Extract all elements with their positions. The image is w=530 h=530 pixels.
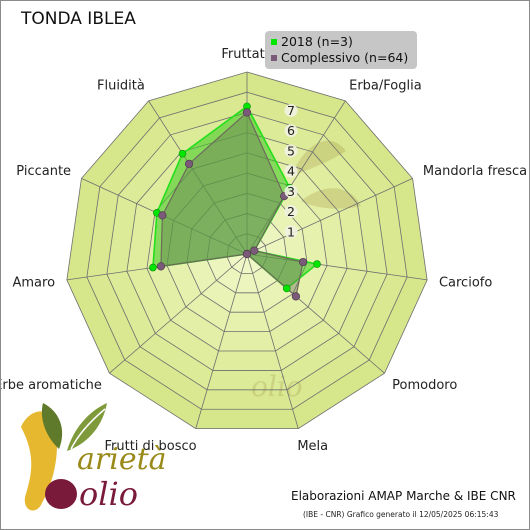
legend-label-2018: 2018 (n=3): [281, 34, 353, 49]
series-1-point-9: [158, 211, 167, 220]
varieta-olio-logo: arietà olio: [21, 403, 167, 513]
tick-label-2: 2: [287, 204, 295, 219]
series-1-point-10: [184, 159, 194, 168]
axis-label-4: Pomodoro: [392, 378, 457, 393]
axis-label-7: Erbe aromatiche: [1, 378, 102, 393]
radar-spoke-2: [246, 178, 413, 255]
radar-spoke-6: [195, 253, 248, 429]
legend: 2018 (n=3) Complessivo (n=64): [265, 31, 417, 69]
tick-bg-7: [284, 103, 298, 117]
series-1-point-8: [156, 262, 166, 271]
axis-label-5: Mela: [297, 439, 328, 454]
legend-marker-complessivo: [271, 55, 277, 61]
tick-label-1: 1: [287, 224, 295, 239]
tick-bg-2: [284, 205, 298, 219]
logo-text-top: arietà: [77, 442, 167, 477]
series-1-point-0: [242, 108, 252, 117]
series-area-1: [160, 111, 304, 298]
credit-text: Elaborazioni AMAP Marche & IBE CNR: [291, 489, 516, 503]
series-1-point-7: [242, 249, 252, 259]
tick-label-4: 4: [287, 164, 295, 179]
tick-label-3: 3: [287, 184, 295, 199]
series-0-point-10: [178, 149, 187, 158]
series-0-point-3: [313, 260, 321, 268]
radar-series: [149, 102, 321, 301]
series-1-point-4: [291, 292, 301, 301]
tick-label-7: 7: [287, 103, 295, 118]
series-0-point-4: [282, 284, 291, 293]
legend-item-2018: 2018 (n=3): [271, 34, 353, 50]
legend-marker-2018: [271, 39, 277, 45]
logo-olive: [45, 479, 77, 509]
logo-leaf-left: [41, 403, 63, 449]
radar-ring-9: [66, 71, 428, 430]
generated-note: (IBE - CNR) Grafico generato il 12/05/20…: [303, 510, 499, 519]
radar-ring-8: [86, 91, 408, 410]
legend-item-complessivo: Complessivo (n=64): [271, 50, 408, 66]
axis-label-1: Erba/Foglia: [349, 79, 422, 94]
tick-label-6: 6: [287, 123, 295, 138]
tick-bg-4: [284, 164, 298, 178]
axis-label-10: Fluidità: [97, 79, 145, 94]
axis-label-6: Frutti di bosco: [105, 439, 197, 454]
series-1-point-2: [250, 246, 259, 255]
axis-label-8: Amaro: [12, 275, 55, 290]
axis-label-0: Fruttato: [221, 47, 272, 62]
radar-ring-6: [126, 132, 368, 371]
radar-tick-labels: 1 2 3 4 5 6 7: [284, 103, 298, 239]
radar-axis-labels: Fruttato Erba/Foglia Mandorla fresca Carcio…: [1, 47, 527, 454]
axis-label-2: Mandorla fresca: [423, 164, 527, 179]
radar-spoke-7: [109, 253, 248, 374]
radar-spoke-5: [246, 253, 299, 429]
tick-bg-6: [284, 124, 298, 138]
radar-ring-7: [106, 112, 388, 391]
tick-bg-1: [284, 225, 298, 239]
tick-label-5: 5: [287, 143, 295, 158]
svg-text:olio: olio: [251, 370, 303, 403]
legend-label-complessivo: Complessivo (n=64): [281, 50, 409, 65]
series-0-point-8: [149, 263, 157, 272]
tick-bg-3: [284, 184, 298, 198]
axis-label-9: Piccante: [16, 164, 71, 179]
series-1-point-3: [298, 257, 308, 267]
axis-label-3: Carciofo: [439, 275, 492, 290]
page-title: TONDA IBLEA: [21, 9, 136, 29]
tick-bg-5: [284, 144, 298, 158]
logo-text-bottom: olio: [79, 475, 138, 513]
